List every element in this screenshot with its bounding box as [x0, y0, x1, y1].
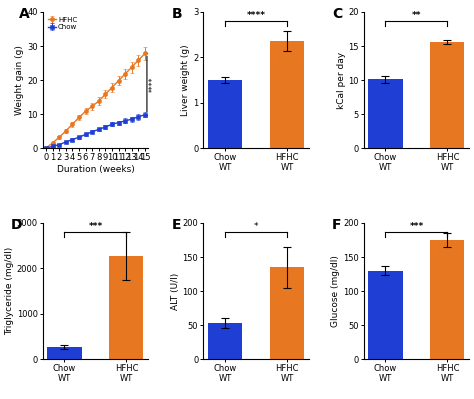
Text: F: F	[332, 217, 341, 231]
Text: ****: ****	[148, 76, 157, 92]
Bar	[270, 41, 304, 148]
Bar	[208, 323, 242, 359]
Bar	[270, 267, 304, 359]
Y-axis label: Weight gain (g): Weight gain (g)	[15, 45, 24, 115]
Bar	[430, 42, 465, 148]
Bar	[368, 271, 402, 359]
Text: C: C	[332, 6, 342, 20]
Y-axis label: Glucose (mg/dl): Glucose (mg/dl)	[331, 255, 340, 327]
Bar	[430, 240, 465, 359]
Y-axis label: ALT (U/l): ALT (U/l)	[171, 273, 180, 310]
Text: A: A	[19, 6, 30, 20]
Bar	[368, 79, 402, 148]
Text: ***: ***	[410, 222, 424, 231]
Bar	[47, 347, 82, 359]
Y-axis label: Triglyceride (mg/dl): Triglyceride (mg/dl)	[5, 247, 14, 335]
Text: B: B	[172, 6, 182, 20]
X-axis label: Duration (weeks): Duration (weeks)	[56, 165, 134, 174]
Bar	[208, 80, 242, 148]
Text: **: **	[412, 11, 421, 20]
Text: ****: ****	[246, 11, 265, 20]
Bar	[109, 256, 144, 359]
Text: *: *	[254, 222, 258, 231]
Y-axis label: kCal per day: kCal per day	[337, 51, 346, 109]
Legend: HFHC, Chow: HFHC, Chow	[46, 16, 79, 32]
Y-axis label: Liver weight (g): Liver weight (g)	[181, 44, 190, 116]
Text: E: E	[172, 217, 181, 231]
Text: ***: ***	[88, 222, 102, 231]
Text: D: D	[11, 217, 22, 231]
